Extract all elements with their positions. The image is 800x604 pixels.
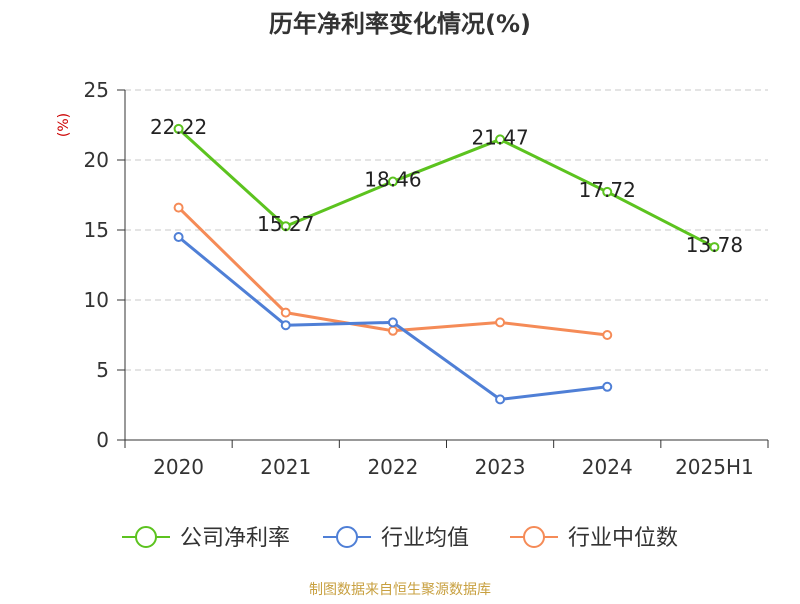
series-line xyxy=(177,206,608,337)
legend-label: 行业均值 xyxy=(381,526,469,551)
data-label: 13.78 xyxy=(686,233,743,257)
data-label: 18.46 xyxy=(364,168,421,192)
data-point xyxy=(495,317,506,328)
y-tick-label: 0 xyxy=(96,428,109,452)
legend-marker xyxy=(336,526,358,548)
legend-marker xyxy=(523,526,545,548)
series-group xyxy=(173,123,720,405)
data-point xyxy=(387,317,398,328)
series-line xyxy=(177,127,716,249)
data-label: 15.27 xyxy=(257,212,314,236)
data-point xyxy=(173,232,184,242)
data-label: 22.22 xyxy=(150,115,207,139)
legend: 公司净利率 行业均值 行业中位数 xyxy=(122,526,678,551)
data-point xyxy=(495,134,506,145)
data-point xyxy=(709,242,720,253)
y-tick-label: 15 xyxy=(84,218,109,242)
data-point xyxy=(280,221,291,232)
x-tick-label: 2020 xyxy=(153,455,204,479)
data-label: 17.72 xyxy=(579,178,636,202)
x-tick-label: 2022 xyxy=(367,455,418,479)
data-point xyxy=(602,186,613,197)
legend-label: 公司净利率 xyxy=(180,526,290,551)
chart-title: 历年净利率变化情况(%) xyxy=(269,10,531,38)
axes: 0 5 10 15 20 25 2020 2021 2022 2023 2024 2025H1 xyxy=(84,78,769,479)
data-point xyxy=(602,330,613,340)
data-point xyxy=(280,307,291,318)
y-tick-label: 10 xyxy=(84,288,109,312)
data-point xyxy=(495,394,506,405)
y-tick-label: 5 xyxy=(96,358,109,382)
x-tick-label: 2023 xyxy=(475,455,526,479)
y-tick-label: 25 xyxy=(84,78,109,102)
legend-marker xyxy=(135,526,157,548)
data-point xyxy=(280,320,291,331)
data-labels: 22.22 15.27 18.46 21.47 17.72 13.78 xyxy=(150,115,743,257)
data-point xyxy=(602,381,613,392)
x-tick-label: 2024 xyxy=(582,455,633,479)
legend-label: 行业中位数 xyxy=(568,526,678,551)
source-note: 制图数据来自恒生聚源数据库 xyxy=(309,582,491,598)
data-point xyxy=(173,202,184,213)
y-axis-unit: (%) xyxy=(56,113,72,137)
data-label: 21.47 xyxy=(471,125,528,149)
x-tick-label: 2021 xyxy=(260,455,311,479)
y-tick-label: 20 xyxy=(84,148,109,172)
data-point xyxy=(173,123,184,134)
data-point xyxy=(387,325,398,336)
data-point xyxy=(387,176,398,187)
x-tick-label: 2025H1 xyxy=(675,455,754,479)
